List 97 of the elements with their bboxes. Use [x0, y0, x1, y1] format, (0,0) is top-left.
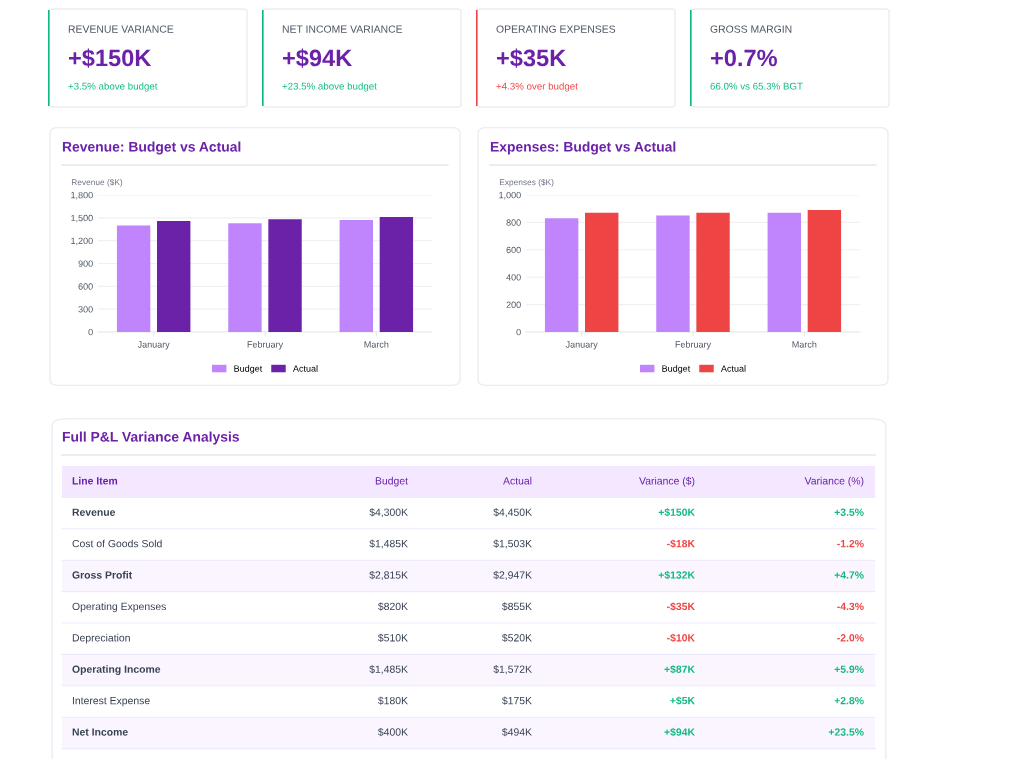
text: $1,572K: [493, 665, 532, 675]
y-tick-label: 800: [506, 219, 521, 226]
legend-label: Actual: [720, 365, 746, 372]
y-axis-title: Revenue ($K): [71, 178, 123, 187]
text: Net Income: [72, 728, 128, 736]
bar: [544, 218, 579, 332]
text: $2,947K: [493, 570, 532, 580]
y-tick-label: 400: [506, 274, 521, 281]
text: $1,485K: [369, 665, 408, 675]
x-tick-label: February: [247, 341, 284, 350]
text: OPERATING EXPENSES: [496, 25, 616, 33]
text: Revenue: [72, 508, 116, 516]
text: +$87K: [664, 665, 695, 674]
text: -$10K: [667, 633, 695, 643]
text: $855K: [501, 602, 532, 611]
text: Actual: [503, 476, 532, 485]
text: $4,300K: [369, 508, 408, 518]
text: Operating Expenses: [72, 602, 167, 613]
y-tick-label: 600: [506, 246, 521, 254]
text: $494K: [501, 727, 532, 737]
text: Operating Income: [72, 665, 161, 675]
text: GROSS MARGIN: [710, 25, 792, 33]
text: -4.3%: [837, 602, 864, 611]
text: NET INCOME VARIANCE: [282, 25, 403, 33]
text: $820K: [377, 602, 408, 611]
y-tick-label: 600: [78, 283, 93, 290]
text: +5.9%: [834, 665, 864, 673]
text: 66.0% vs 65.3% BGT: [710, 82, 803, 90]
y-tick-label: 1,500: [71, 214, 93, 223]
bar: [585, 212, 619, 332]
text: +$94K: [282, 48, 353, 68]
text: Line Item: [72, 476, 118, 485]
legend-label: Budget: [234, 365, 263, 374]
text: Budget: [375, 476, 408, 487]
text: $4,450K: [493, 508, 532, 518]
text: +23.5%: [828, 728, 864, 736]
text: +23.5% above budget: [282, 82, 377, 92]
y-tick-label: 300: [78, 306, 93, 313]
bar: [379, 217, 414, 332]
legend-label: Actual: [292, 365, 318, 372]
x-tick-label: January: [565, 341, 598, 350]
x-tick-label: January: [137, 341, 170, 350]
text: -$18K: [667, 539, 695, 548]
chart-title: Expenses: Budget vs Actual: [490, 141, 676, 155]
x-tick-label: March: [792, 341, 817, 348]
text: Variance ($): [639, 476, 695, 487]
text: $1,503K: [493, 539, 532, 549]
text: Interest Expense: [72, 697, 150, 707]
bar: [339, 220, 373, 332]
text: $175K: [501, 696, 532, 705]
text: +3.5% above budget: [68, 82, 158, 92]
text: Full P&L Variance Analysis: [62, 431, 239, 445]
y-axis-title: Expenses ($K): [499, 178, 554, 187]
y-tick-label: 1,200: [71, 237, 93, 246]
bar: [767, 212, 801, 332]
text: +2.8%: [834, 696, 864, 705]
text: $1,485K: [369, 539, 408, 549]
text: +$150K: [658, 508, 695, 517]
bar: [116, 225, 151, 332]
text: +4.3% over budget: [496, 82, 578, 92]
text: -2.0%: [837, 634, 864, 642]
bar: [228, 223, 262, 332]
text: -$35K: [667, 602, 695, 611]
text: $400K: [377, 727, 408, 737]
y-tick-label: 0: [88, 328, 93, 336]
text: +$150K: [68, 48, 152, 68]
text: +0.7%: [710, 49, 777, 67]
x-tick-label: March: [364, 341, 389, 348]
bar: [807, 210, 842, 332]
text: Depreciation: [72, 633, 130, 644]
bar: [696, 212, 730, 332]
text: Variance (%): [804, 476, 864, 487]
text: +$94K: [664, 727, 695, 737]
bar: [157, 220, 191, 332]
text: $520K: [501, 633, 532, 643]
y-tick-label: 0: [516, 328, 521, 336]
y-tick-label: 900: [78, 260, 93, 267]
legend-label: Budget: [662, 365, 691, 374]
text: +3.5%: [834, 508, 864, 516]
bar: [656, 215, 690, 332]
text: $180K: [377, 696, 408, 705]
text: Gross Profit: [72, 571, 133, 579]
bar: [268, 219, 302, 332]
y-tick-label: 1,800: [71, 191, 93, 200]
text: +$132K: [658, 570, 695, 580]
text: $510K: [377, 633, 408, 643]
text: +4.7%: [834, 571, 864, 579]
text: Cost of Goods Sold: [72, 539, 162, 548]
text: -1.2%: [837, 539, 864, 548]
x-tick-label: February: [675, 341, 712, 350]
text: +$35K: [496, 48, 567, 68]
y-tick-label: 200: [506, 301, 521, 308]
text: REVENUE VARIANCE: [68, 25, 174, 33]
y-tick-label: 1,000: [499, 191, 521, 200]
text: +$5K: [670, 696, 695, 705]
text: $2,815K: [369, 570, 408, 580]
chart-title: Revenue: Budget vs Actual: [62, 141, 241, 155]
